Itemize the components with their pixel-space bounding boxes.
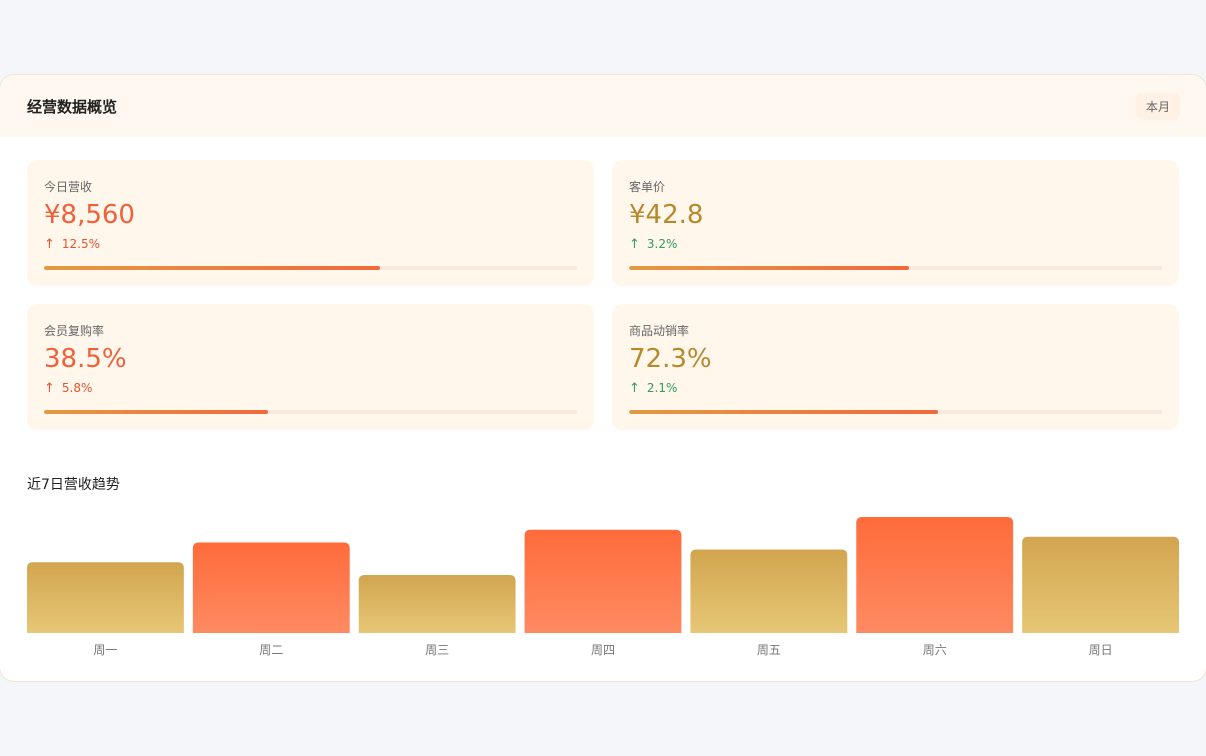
bar-周四 bbox=[524, 529, 682, 633]
bar-周一 bbox=[27, 562, 184, 633]
x-tick-label: 周三 bbox=[425, 643, 449, 657]
arrow-up-icon: ↑ bbox=[44, 380, 55, 396]
revenue-chart-svg: 周一 周二 周三 周四 周五 周六 周日 bbox=[27, 517, 1179, 657]
x-tick-label: 周五 bbox=[757, 643, 781, 657]
stat-card: 会员复购率 38.5% ↑ 5.8% bbox=[27, 304, 594, 430]
stat-change: ↑ 5.8% bbox=[44, 381, 577, 396]
stat-change: ↑ 2.1% bbox=[629, 381, 1162, 396]
bar-周六 bbox=[856, 517, 1014, 633]
card-header: 经营数据概览 本月 bbox=[0, 75, 1206, 137]
bar-周五 bbox=[690, 549, 848, 633]
x-tick-label: 周日 bbox=[1089, 643, 1113, 657]
progress-track bbox=[44, 266, 577, 270]
chart-title: 近7日营收趋势 bbox=[27, 477, 120, 493]
stat-change-value: 3.2% bbox=[646, 237, 678, 252]
bar-周日 bbox=[1022, 536, 1179, 633]
progress-track bbox=[629, 266, 1162, 270]
period-selector[interactable]: 本月 bbox=[1135, 92, 1180, 120]
stat-value: ¥42.8 bbox=[629, 200, 704, 230]
stat-label: 会员复购率 bbox=[44, 324, 105, 338]
arrow-up-icon: ↑ bbox=[629, 380, 640, 396]
stat-change: ↑ 12.5% bbox=[44, 237, 577, 252]
stat-change-value: 5.8% bbox=[61, 381, 93, 396]
bar-周三 bbox=[358, 575, 516, 633]
page-title: 经营数据概览 bbox=[27, 97, 118, 116]
progress-track bbox=[629, 410, 1162, 414]
stat-change-value: 2.1% bbox=[646, 381, 678, 396]
x-tick-label: 周六 bbox=[923, 643, 947, 657]
stat-value: 38.5% bbox=[44, 344, 127, 374]
x-tick-label: 周四 bbox=[591, 643, 615, 657]
dashboard-card: 经营数据概览 本月 今日营收 ¥8,560 ↑ 12.5% 客单价 ¥42.8 … bbox=[0, 75, 1206, 681]
stat-card: 今日营收 ¥8,560 ↑ 12.5% bbox=[27, 160, 594, 286]
progress-fill bbox=[44, 266, 380, 270]
stats-grid: 今日营收 ¥8,560 ↑ 12.5% 客单价 ¥42.8 ↑ 3.2% 会员复… bbox=[27, 160, 1179, 430]
stat-value: 72.3% bbox=[629, 344, 712, 374]
stat-label: 客单价 bbox=[629, 180, 666, 194]
progress-fill bbox=[629, 410, 939, 414]
x-tick-label: 周一 bbox=[93, 643, 117, 657]
arrow-up-icon: ↑ bbox=[44, 236, 55, 252]
progress-fill bbox=[629, 266, 909, 270]
stat-change-value: 12.5% bbox=[61, 237, 101, 252]
arrow-up-icon: ↑ bbox=[629, 236, 640, 252]
progress-track bbox=[44, 410, 577, 414]
stat-value: ¥8,560 bbox=[44, 200, 135, 230]
bar-周二 bbox=[192, 542, 350, 633]
stat-label: 今日营收 bbox=[44, 180, 93, 194]
stat-label: 商品动销率 bbox=[629, 324, 690, 338]
revenue-chart: 周一 周二 周三 周四 周五 周六 周日 bbox=[27, 510, 1179, 670]
stat-change: ↑ 3.2% bbox=[629, 237, 1162, 252]
stat-card: 客单价 ¥42.8 ↑ 3.2% bbox=[612, 160, 1179, 286]
progress-fill bbox=[44, 410, 268, 414]
x-tick-label: 周二 bbox=[259, 643, 283, 657]
stat-card: 商品动销率 72.3% ↑ 2.1% bbox=[612, 304, 1179, 430]
